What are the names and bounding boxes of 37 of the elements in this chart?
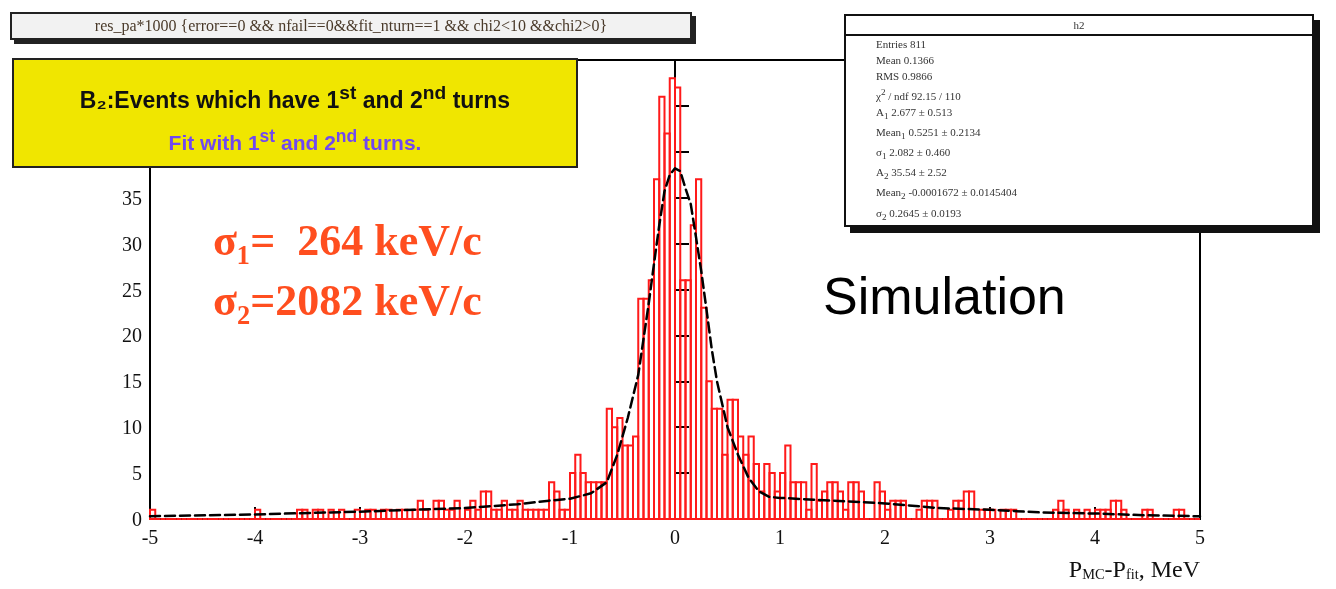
text: Entries 811	[876, 38, 926, 50]
text: h2	[1073, 19, 1085, 31]
x-tick-label: 1	[775, 526, 785, 548]
y-tick-label: 30	[122, 232, 142, 255]
annotation: χ$^{2}$ / ndf 92.15 / 110	[875, 86, 962, 104]
annotation: Mean$_{1}$ 0.5251 ± 0.2134	[875, 124, 982, 144]
x-tick-label: -4	[246, 526, 264, 548]
x-tick-label: 2	[880, 526, 890, 548]
y-tick-label: 5	[132, 462, 142, 485]
x-tick-label: -1	[561, 526, 579, 548]
annotation: Mean$_{2}$ -0.0001672 ± 0.0145404	[875, 185, 1019, 204]
annotation: σ$_{1}$ 2.082 ± 0.460	[875, 145, 952, 164]
annotation: Fit with 1$^{st}$ and 2$^{nd}$ turns.	[167, 125, 423, 155]
y-tick-label: 10	[122, 416, 142, 439]
annotation: σ$_{2}$ 0.2645 ± 0.0193	[875, 205, 963, 224]
x-axis-title: PMC-Pfit, MeV	[1068, 556, 1201, 582]
caption-box: B₂:Events which have 1$^{st}$ and 2$^{nd}$ turns Fit with 1$^{st}$ and 2$^{nd}$ turns.	[12, 58, 578, 168]
y-tick-label: 20	[122, 324, 142, 347]
annotation: RMS 0.9866	[875, 69, 934, 84]
annotation: A$_{1}$ 2.677 ± 0.513	[875, 104, 954, 123]
x-tick-label: -3	[351, 526, 369, 548]
annotation: A$_{2}$ 35.54 ± 2.52	[875, 165, 948, 184]
x-tick-label: 4	[1090, 526, 1100, 548]
x-tick-label: 3	[985, 526, 995, 548]
x-tick-label: -2	[456, 526, 474, 548]
x-tick-label: 0	[670, 526, 680, 548]
y-tick-label: 15	[122, 370, 142, 393]
y-tick-label: 0	[132, 508, 142, 530]
annotation: Simulation	[823, 267, 1066, 325]
annotation: σ₂=2082 keV/c	[213, 275, 482, 325]
x-tick-label: -5	[141, 526, 159, 548]
y-tick-label: 25	[122, 278, 142, 301]
x-tick-label: 5	[1195, 526, 1205, 548]
annotation: σ₁= 264 keV/c	[213, 215, 482, 265]
y-tick-label: 35	[122, 186, 142, 209]
annotation: B₂:Events which have 1$^{st}$ and 2$^{nd}$ turns	[78, 82, 512, 114]
annotation: Mean 0.1366	[875, 53, 936, 68]
